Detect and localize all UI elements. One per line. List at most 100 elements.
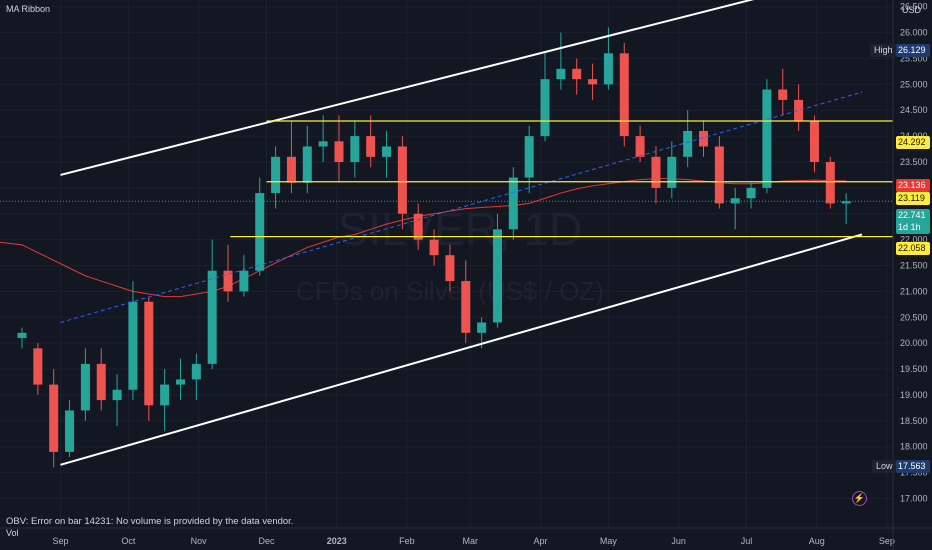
x-tick-label: Sep [52,536,68,546]
x-tick-label: Jul [741,536,753,546]
level-tag-1: 24.292 [896,136,930,149]
y-tick-label: 19.000 [900,390,928,400]
drawings [0,0,893,466]
obv-error-message: OBV: Error on bar 14231: No volume is pr… [6,516,294,527]
candle [160,369,170,432]
y-tick-label: 26.500 [900,2,928,12]
candle [239,255,249,297]
y-tick-label: 25.000 [900,79,928,89]
y-tick-label: 17.000 [900,493,928,503]
high-value: 26.129 [896,44,930,57]
high-label: High [870,44,897,57]
candle [714,136,724,209]
candle-body [588,79,598,85]
candle [635,125,645,162]
candle-body [556,68,566,80]
candle-body [778,89,788,100]
candle [191,353,201,401]
y-tick-label: 20.500 [900,312,928,322]
y-tick-label: 20.000 [900,338,928,348]
candle-body [445,255,455,282]
level-tag-3: 22.058 [896,242,930,255]
candle-body [334,141,344,162]
channel-mid-line [60,91,863,323]
candle [144,296,154,421]
candle [429,229,439,266]
volume-label[interactable]: Vol [6,528,19,538]
candle [556,32,566,90]
y-tick-label: 22.000 [900,235,928,245]
candle [841,193,851,225]
candle [33,343,43,395]
candle [794,84,804,131]
y-tick-label: 21.000 [900,286,928,296]
candle [619,42,629,147]
currency-button[interactable]: USD [901,5,921,15]
candle [80,348,90,421]
x-tick-label: Aug [809,536,825,546]
candle-body [667,156,677,188]
low-label: Low [872,460,897,473]
candle [825,156,835,209]
candle [461,260,471,344]
indicator-label[interactable]: MA Ribbon [6,4,51,14]
candle-body [160,384,170,406]
x-tick-label: Nov [191,536,208,546]
y-tick-label: 21.500 [900,261,928,271]
low-value: 17.563 [896,460,930,473]
candle-body [397,146,407,214]
candle-body [286,156,296,183]
candle-body [239,270,249,292]
channel-upper-line [60,0,755,176]
candle-body [271,156,281,194]
candle-body [350,136,360,162]
candle [762,79,772,194]
candle [175,358,185,401]
candle-body [65,410,75,452]
x-tick-label: May [600,536,618,546]
candle [271,146,281,209]
countdown-tag: 1d 1h [896,221,930,234]
y-tick-label: 18.500 [900,416,928,426]
candle [49,369,59,468]
candle [413,203,423,250]
candle-body [477,322,487,333]
level-tag-2: 23.119 [896,192,930,205]
y-tick-label: 26.000 [900,28,928,38]
y-tick-label: 23.500 [900,157,928,167]
candles [17,27,851,468]
watermark-symbol: SILVER, 1D [338,203,583,255]
candle [334,115,344,183]
candle [508,167,518,240]
x-tick-label: Feb [399,536,415,546]
candle [603,27,613,90]
candle [382,130,392,178]
candle [540,53,550,142]
candle-body [33,348,43,385]
candle-body [635,136,645,157]
candle-body [619,53,629,137]
candle-body [746,187,756,199]
candle-body [191,363,201,380]
candle-body [302,146,312,183]
candle [397,136,407,230]
candle-body [524,136,534,178]
candle-body [841,201,851,204]
candle-body [144,301,154,406]
candle [572,58,582,95]
candle [809,115,819,173]
candle-body [49,384,59,452]
candle-body [382,146,392,157]
x-tick-label: Oct [121,536,136,546]
candle-body [683,130,693,157]
candle-body [714,146,724,204]
lightning-icon[interactable]: ⚡ [852,491,867,506]
candle-body [825,162,835,204]
candle [746,182,756,209]
candle-body [699,130,709,147]
candle-body [207,270,217,364]
candle-body [366,136,376,157]
y-tick-label: 19.500 [900,364,928,374]
candle [445,244,455,292]
